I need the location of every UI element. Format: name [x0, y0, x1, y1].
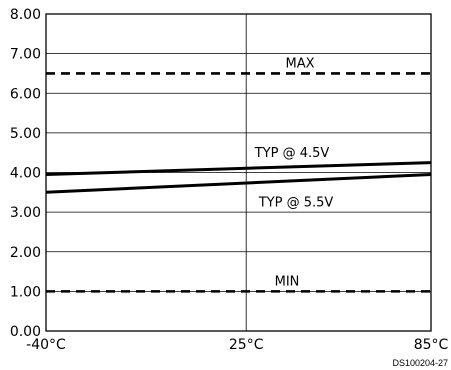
figure-id: DS100204-27 [392, 358, 448, 368]
series-line [45, 161, 432, 176]
y-tick-label: 0.00 [10, 324, 41, 340]
x-tick-label: 85°C [414, 337, 449, 353]
y-tick-label: 3.00 [10, 205, 41, 221]
y-tick-label: 7.00 [10, 47, 41, 63]
y-tick-label: 2.00 [10, 245, 41, 261]
series-label: MIN [275, 274, 300, 289]
labels: 0.00 1.00 2.00 3.00 4.00 5.00 6.00 7.00 8.00 -40°… [10, 7, 449, 368]
x-tick-label: 25°C [229, 337, 264, 353]
y-tick-label: 1.00 [10, 284, 41, 300]
y-tick-label: 5.00 [10, 126, 41, 142]
series-label: MAX [285, 56, 314, 71]
series-label: TYP @ 5.5V [258, 196, 334, 211]
series-label-bg [274, 54, 326, 71]
series-layer [45, 72, 432, 293]
series-line [45, 172, 432, 194]
y-tick-label: 8.00 [10, 7, 41, 23]
series-label: TYP @ 4.5V [254, 146, 330, 161]
y-tick-label: 6.00 [10, 86, 41, 102]
plot-frame [45, 13, 432, 332]
x-tick-label: -40°C [26, 337, 66, 353]
y-tick-label: 4.00 [10, 166, 41, 182]
